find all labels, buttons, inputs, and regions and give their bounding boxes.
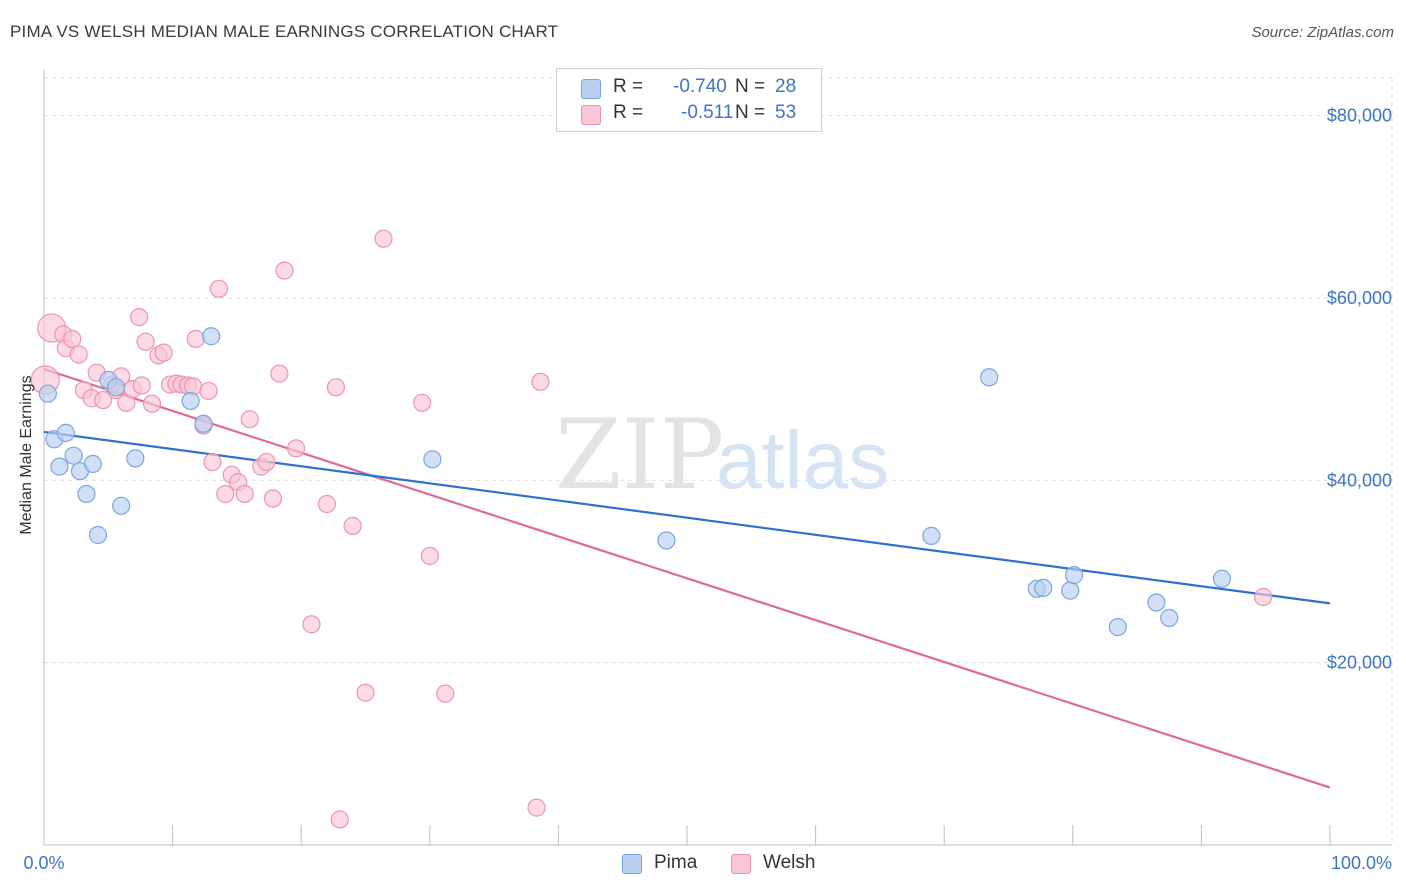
welsh-point [527, 798, 546, 817]
pima-point [83, 454, 102, 473]
pima-point [980, 368, 999, 387]
correlation-legend: R = -0.740 N = 28 R = -0.511 N = 53 [556, 68, 822, 132]
welsh-point [63, 329, 82, 349]
chart-title: PIMA VS WELSH MEDIAN MALE EARNINGS CORRE… [10, 22, 559, 41]
welsh-point [130, 307, 149, 327]
pima-point [106, 378, 126, 397]
welsh-point [216, 484, 235, 504]
pima-point [1064, 566, 1084, 585]
watermark-zip: ZIP [555, 399, 724, 511]
welsh-point [69, 345, 88, 364]
welsh-point [186, 329, 205, 349]
welsh-point [420, 546, 439, 566]
welsh-point [209, 279, 228, 298]
pima-point [50, 457, 69, 476]
series-legend: Pima Welsh [0, 852, 1406, 878]
pima-point [657, 531, 676, 550]
welsh-point [326, 378, 346, 397]
pima-point [126, 449, 145, 468]
pima-point [1212, 569, 1232, 588]
pima-points [38, 327, 1232, 637]
y-axis-title: Median Male Earnings [18, 375, 35, 534]
pima-point [88, 525, 108, 545]
pima-point [1034, 578, 1053, 597]
x-tick-label-min: 0.0% [23, 853, 64, 873]
welsh-point [343, 516, 362, 535]
watermark-atlas: atlas [716, 415, 889, 506]
welsh-swatch [731, 854, 751, 874]
pima-point [56, 423, 75, 442]
welsh-trend-line [43, 368, 1331, 789]
welsh-point [154, 343, 173, 362]
welsh-point [263, 489, 283, 508]
y-tick-label: $20,000 [1327, 653, 1392, 673]
welsh-point [203, 452, 222, 472]
pima-point [112, 496, 131, 515]
pima-point [1061, 581, 1080, 600]
n-value: 53 [775, 102, 797, 123]
welsh-points [30, 229, 1273, 829]
y-tick-label: $60,000 [1327, 288, 1392, 308]
r-label: R = [613, 102, 644, 123]
welsh-point [240, 410, 259, 429]
y-tick-label: $40,000 [1327, 470, 1392, 490]
welsh-point [199, 381, 218, 401]
y-tick-label: $80,000 [1327, 106, 1392, 126]
r-label: R = [613, 76, 644, 97]
pima-point [1108, 617, 1127, 637]
r-value: -0.511 [681, 102, 734, 123]
pima-point [194, 414, 213, 433]
pima-point [1147, 593, 1166, 612]
y-tick-labels: $20,000 $40,000 $60,000 $80,000 [1327, 106, 1392, 673]
legend-label: Pima [654, 852, 698, 873]
pima-point [922, 526, 941, 546]
n-label: N = [735, 76, 766, 97]
welsh-point [317, 494, 337, 514]
welsh-point [531, 372, 550, 391]
welsh-point [142, 394, 162, 413]
source-label: Source: ZipAtlas.com [1251, 24, 1394, 41]
welsh-point [1254, 587, 1273, 607]
axes [43, 70, 1392, 846]
welsh-point [302, 615, 321, 634]
pima-point [202, 327, 221, 346]
welsh-point [286, 439, 306, 458]
pima-point [423, 450, 442, 469]
pima-point [77, 484, 96, 504]
welsh-point [275, 261, 294, 280]
welsh-point [132, 376, 151, 395]
n-value: 28 [775, 76, 797, 97]
welsh-point [136, 332, 155, 351]
x-tick-label-max: 100.0% [1331, 853, 1392, 873]
pima-swatch [622, 854, 642, 874]
welsh-point [330, 810, 349, 829]
welsh-point [94, 390, 113, 410]
legend-label: Welsh [763, 852, 816, 873]
pima-swatch [581, 79, 601, 99]
n-label: N = [735, 102, 766, 123]
watermark: ZIP atlas [555, 399, 889, 511]
pima-point [1160, 608, 1179, 628]
welsh-point [270, 364, 289, 383]
welsh-point [235, 484, 254, 504]
welsh-point [356, 683, 375, 702]
pima-point [64, 446, 83, 465]
r-value: -0.740 [673, 76, 727, 97]
x-tick-labels: 0.0% 100.0% [23, 853, 1392, 873]
pima-point [181, 391, 200, 411]
welsh-point [412, 393, 432, 412]
welsh-point [374, 229, 393, 248]
welsh-point [436, 684, 455, 703]
welsh-point [257, 452, 276, 472]
pima-point [38, 384, 57, 403]
welsh-swatch [581, 105, 601, 125]
